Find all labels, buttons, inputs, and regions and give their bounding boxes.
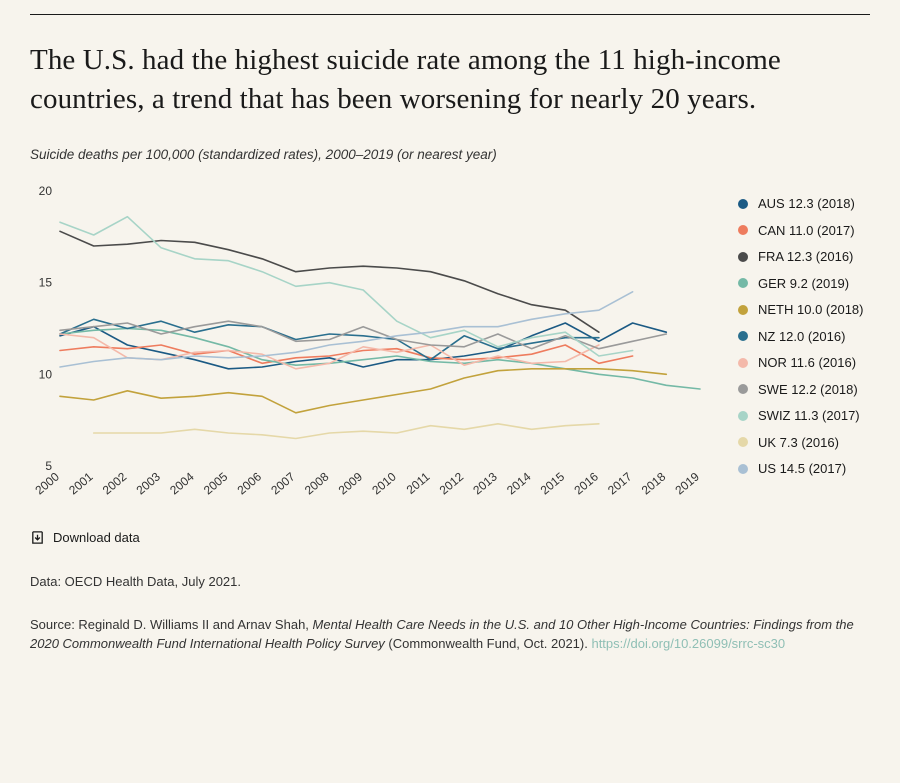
legend-dot <box>738 411 748 421</box>
legend-item-GER[interactable]: GER 9.2 (2019) <box>738 276 864 291</box>
legend-dot <box>738 225 748 235</box>
svg-text:15: 15 <box>39 276 53 290</box>
svg-text:2009: 2009 <box>336 470 366 498</box>
svg-text:2006: 2006 <box>235 470 265 498</box>
data-note: Data: OECD Health Data, July 2021. <box>30 573 870 592</box>
svg-text:2010: 2010 <box>369 470 399 498</box>
svg-text:2001: 2001 <box>66 470 96 498</box>
svg-text:2002: 2002 <box>100 470 130 498</box>
svg-text:2004: 2004 <box>167 470 197 498</box>
legend-label: FRA 12.3 (2016) <box>758 249 853 264</box>
svg-text:10: 10 <box>39 368 53 382</box>
svg-text:20: 20 <box>39 186 53 198</box>
legend-label: US 14.5 (2017) <box>758 461 846 476</box>
legend-item-US[interactable]: US 14.5 (2017) <box>738 461 864 476</box>
svg-text:2019: 2019 <box>672 470 702 498</box>
series-UK <box>94 424 599 439</box>
chart-legend: AUS 12.3 (2018) CAN 11.0 (2017) FRA 12.3 (… <box>710 186 864 488</box>
legend-label: NOR 11.6 (2016) <box>758 355 856 370</box>
svg-text:2018: 2018 <box>639 470 669 498</box>
legend-item-CAN[interactable]: CAN 11.0 (2017) <box>738 223 864 238</box>
legend-label: AUS 12.3 (2018) <box>758 196 855 211</box>
legend-label: GER 9.2 (2019) <box>758 276 849 291</box>
chart-subtitle: Suicide deaths per 100,000 (standardized… <box>30 147 870 162</box>
legend-label: UK 7.3 (2016) <box>758 435 839 450</box>
legend-item-UK[interactable]: UK 7.3 (2016) <box>738 435 864 450</box>
legend-item-SWE[interactable]: SWE 12.2 (2018) <box>738 382 864 397</box>
svg-text:2003: 2003 <box>134 470 164 498</box>
svg-text:2008: 2008 <box>302 470 332 498</box>
legend-item-AUS[interactable]: AUS 12.3 (2018) <box>738 196 864 211</box>
legend-item-NOR[interactable]: NOR 11.6 (2016) <box>738 355 864 370</box>
svg-text:2012: 2012 <box>437 470 467 498</box>
legend-item-NZ[interactable]: NZ 12.0 (2016) <box>738 329 864 344</box>
download-label: Download data <box>53 530 140 545</box>
legend-label: NZ 12.0 (2016) <box>758 329 845 344</box>
source-note: Source: Reginald D. Williams II and Arna… <box>30 616 870 654</box>
svg-text:2005: 2005 <box>201 470 231 498</box>
legend-dot <box>738 358 748 368</box>
svg-text:2015: 2015 <box>538 470 568 498</box>
svg-text:2000: 2000 <box>32 470 62 498</box>
legend-label: CAN 11.0 (2017) <box>758 223 855 238</box>
source-link[interactable]: https://doi.org/10.26099/srrc-sc30 <box>591 636 785 651</box>
svg-text:2007: 2007 <box>268 470 298 498</box>
svg-text:2011: 2011 <box>404 470 433 498</box>
legend-label: SWE 12.2 (2018) <box>758 382 858 397</box>
source-suffix: (Commonwealth Fund, Oct. 2021). <box>385 636 592 651</box>
legend-dot <box>738 305 748 315</box>
series-SWE <box>60 321 666 349</box>
svg-text:2017: 2017 <box>605 470 635 498</box>
svg-text:2014: 2014 <box>504 470 534 498</box>
legend-label: SWIZ 11.3 (2017) <box>758 408 860 423</box>
series-NETH <box>60 369 666 413</box>
line-chart: 5101520200020012002200320042005200620072… <box>30 186 710 516</box>
legend-dot <box>738 384 748 394</box>
legend-dot <box>738 199 748 209</box>
legend-item-FRA[interactable]: FRA 12.3 (2016) <box>738 249 864 264</box>
legend-dot <box>738 437 748 447</box>
legend-label: NETH 10.0 (2018) <box>758 302 864 317</box>
legend-dot <box>738 331 748 341</box>
chart-area: 5101520200020012002200320042005200620072… <box>30 186 870 516</box>
legend-item-SWIZ[interactable]: SWIZ 11.3 (2017) <box>738 408 864 423</box>
download-data-button[interactable]: Download data <box>30 530 870 545</box>
legend-dot <box>738 464 748 474</box>
series-FRA <box>60 232 599 333</box>
page-title: The U.S. had the highest suicide rate am… <box>30 41 870 119</box>
series-CAN <box>60 345 633 363</box>
download-icon <box>30 530 45 545</box>
legend-dot <box>738 252 748 262</box>
svg-text:2013: 2013 <box>470 470 500 498</box>
source-prefix: Source: Reginald D. Williams II and Arna… <box>30 617 313 632</box>
legend-item-NETH[interactable]: NETH 10.0 (2018) <box>738 302 864 317</box>
top-rule <box>30 14 870 15</box>
svg-text:2016: 2016 <box>571 470 601 498</box>
legend-dot <box>738 278 748 288</box>
